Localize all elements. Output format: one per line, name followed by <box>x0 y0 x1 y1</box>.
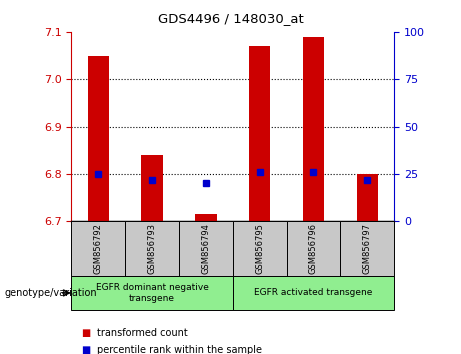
Bar <box>340 221 394 276</box>
Bar <box>71 221 125 276</box>
Text: ■: ■ <box>81 346 90 354</box>
Bar <box>249 46 271 221</box>
Text: EGFR activated transgene: EGFR activated transgene <box>254 289 372 297</box>
Bar <box>356 174 378 221</box>
Text: GSM856794: GSM856794 <box>201 223 210 274</box>
Bar <box>179 221 233 276</box>
Text: ■: ■ <box>81 328 90 338</box>
Text: EGFR dominant negative
transgene: EGFR dominant negative transgene <box>96 283 208 303</box>
Bar <box>233 276 394 310</box>
Text: GSM856796: GSM856796 <box>309 223 318 274</box>
Bar <box>142 155 163 221</box>
Bar <box>71 276 233 310</box>
Text: GSM856793: GSM856793 <box>148 223 157 274</box>
Text: genotype/variation: genotype/variation <box>5 288 97 298</box>
Text: GSM856792: GSM856792 <box>94 223 103 274</box>
Text: transformed count: transformed count <box>97 328 188 338</box>
Text: GSM856797: GSM856797 <box>363 223 372 274</box>
Bar <box>233 221 287 276</box>
Bar <box>303 36 324 221</box>
Text: GSM856795: GSM856795 <box>255 223 264 274</box>
Text: percentile rank within the sample: percentile rank within the sample <box>97 346 262 354</box>
Bar <box>195 214 217 221</box>
Bar <box>125 221 179 276</box>
Bar <box>88 56 109 221</box>
Bar <box>287 221 340 276</box>
Text: GDS4496 / 148030_at: GDS4496 / 148030_at <box>158 12 303 25</box>
